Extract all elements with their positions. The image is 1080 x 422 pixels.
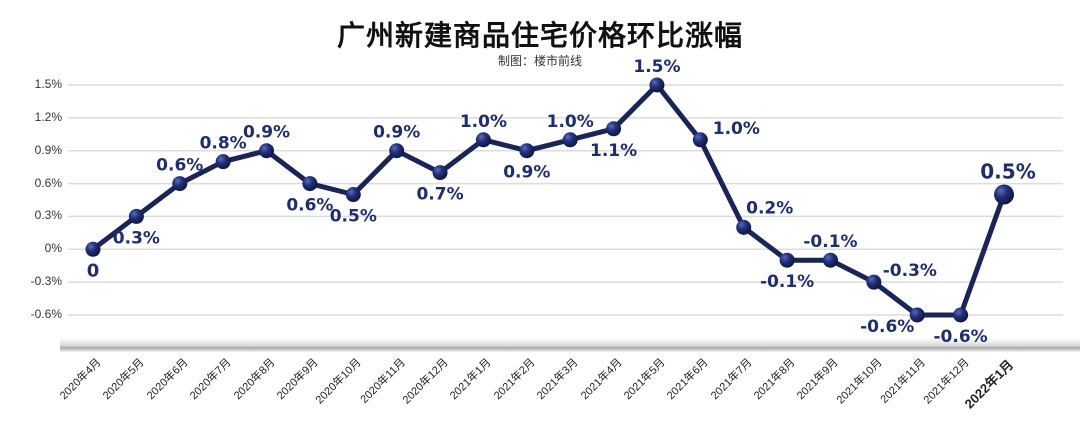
data-point-marker: [302, 176, 318, 192]
y-tick-label: 0.6%: [34, 175, 62, 190]
data-label: -0.1%: [760, 272, 814, 292]
y-tick-label: 1.5%: [34, 77, 62, 91]
y-tick-label: -0.3%: [30, 274, 62, 289]
data-point-marker: [215, 154, 231, 170]
data-point-marker: [779, 252, 795, 268]
data-point-marker: [822, 252, 838, 268]
data-label: 0.9%: [503, 163, 550, 183]
data-point-marker: [128, 208, 144, 224]
gridlines: [68, 84, 1063, 316]
data-label: 0.7%: [416, 185, 463, 205]
data-label: 0.9%: [373, 123, 420, 143]
data-point-marker: [172, 176, 188, 192]
data-label: 1.0%: [713, 119, 760, 139]
data-label: 0.6%: [286, 196, 333, 216]
y-tick-label: 1.2%: [34, 109, 62, 124]
y-tick-label: 0.3%: [34, 208, 62, 223]
data-point-marker: [259, 143, 275, 159]
data-labels: 00.3%0.6%0.8%0.9%0.6%0.5%0.9%0.7%1.0%0.9…: [87, 57, 1036, 347]
data-label: -0.1%: [803, 232, 857, 252]
data-label: 0.8%: [200, 134, 247, 154]
data-label: 0.6%: [156, 156, 203, 176]
data-point-marker: [692, 132, 708, 148]
data-label: 0.2%: [746, 198, 793, 218]
chart-title: 广州新建商品住宅价格环比涨幅: [336, 19, 743, 52]
data-label: 1.0%: [547, 112, 594, 132]
data-label: -0.3%: [883, 261, 937, 281]
data-point-marker: [994, 184, 1014, 205]
y-tick-label: 0%: [44, 241, 62, 256]
data-label: 0.5%: [980, 160, 1035, 184]
data-label: 1.0%: [460, 112, 507, 132]
data-point-marker: [649, 77, 665, 93]
data-point-marker: [519, 143, 535, 159]
data-label: -0.6%: [934, 327, 988, 347]
chart-subtitle: 制图：楼市前线: [497, 54, 582, 68]
data-label: 0.9%: [243, 123, 290, 143]
data-point-marker: [606, 121, 622, 137]
data-label: 1.1%: [590, 141, 637, 161]
data-markers: [85, 77, 1014, 323]
data-label: 0.5%: [330, 207, 377, 227]
data-point-marker: [953, 307, 969, 323]
data-label: 1.5%: [633, 57, 680, 77]
data-point-marker: [345, 187, 361, 203]
data-label: 0.3%: [113, 228, 160, 248]
data-line: [91, 82, 1007, 318]
data-point-marker: [562, 132, 578, 148]
data-point-marker: [432, 165, 448, 181]
y-tick-label: -0.6%: [30, 307, 62, 321]
data-point-marker: [475, 132, 491, 148]
data-point-marker: [866, 274, 882, 290]
data-point-marker: [85, 241, 101, 257]
y-tick-label: 0.9%: [34, 142, 62, 157]
data-point-marker: [389, 143, 405, 159]
plot-bottom-shadow: [60, 338, 1080, 352]
data-label: -0.6%: [860, 317, 914, 337]
data-point-marker: [736, 219, 752, 235]
data-point-marker: [909, 307, 925, 323]
data-label: 0: [87, 260, 100, 281]
